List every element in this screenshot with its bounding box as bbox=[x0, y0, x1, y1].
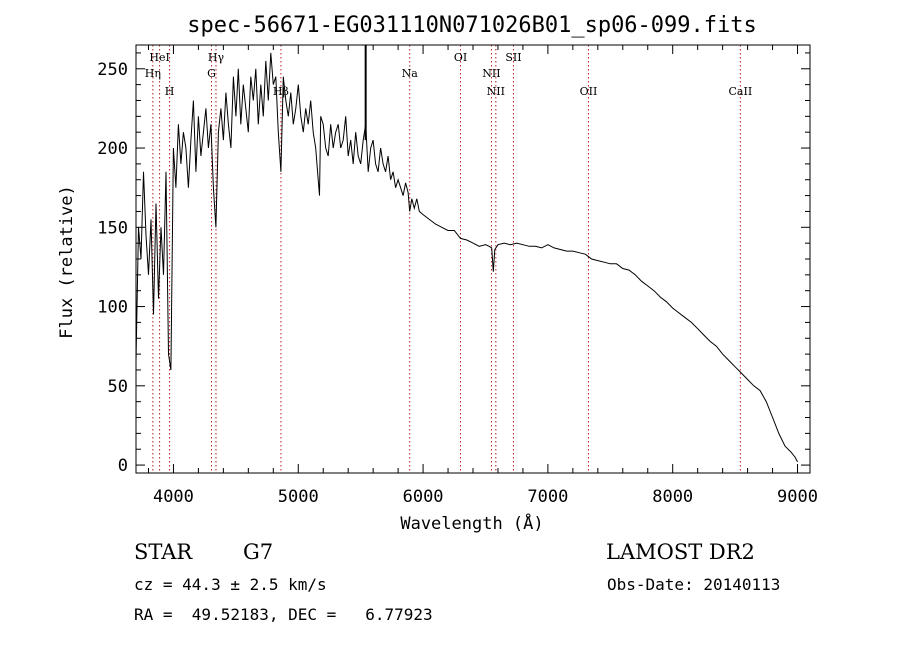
spectral-line-label: Hβ bbox=[273, 85, 289, 98]
spectral-line-label: Na bbox=[402, 67, 419, 80]
spectral-line-label: SII bbox=[505, 51, 521, 64]
coordinates-label: RA = 49.52183, DEC = 6.77923 bbox=[134, 605, 433, 624]
spectral-line-label: CaII bbox=[729, 85, 753, 98]
x-tick-label: 6000 bbox=[403, 487, 444, 507]
subclass-label: G7 bbox=[243, 540, 274, 564]
chart-title: spec-56671-EG031110N071026B01_sp06-099.f… bbox=[187, 13, 757, 38]
x-tick-label: 7000 bbox=[527, 487, 568, 507]
obs-date-label: Obs-Date: 20140113 bbox=[607, 575, 781, 594]
x-axis-ticks: 4000 5000 6000 7000 8000 9000 bbox=[147, 45, 818, 507]
spectral-line-label: NII bbox=[482, 67, 500, 80]
object-type-label: STAR bbox=[134, 540, 193, 564]
spectrum-series bbox=[135, 52, 798, 463]
spectral-line-label: OII bbox=[580, 85, 598, 98]
spectral-line-label: HeI bbox=[149, 51, 169, 64]
spectral-line-label: H bbox=[165, 85, 175, 98]
spectral-line-label: Hγ bbox=[208, 51, 225, 64]
survey-label: LAMOST DR2 bbox=[606, 540, 755, 564]
y-tick-label: 100 bbox=[97, 298, 128, 318]
spectral-line-label: G bbox=[207, 67, 216, 80]
spectral-line-markers: HeI Hη H Hγ G Hβ Na OI NII NII OII SII CaII bbox=[145, 45, 752, 473]
x-tick-label: 8000 bbox=[652, 487, 693, 507]
y-axis-ticks: 0 50 100 150 200 250 bbox=[97, 52, 810, 476]
x-tick-label: 4000 bbox=[153, 487, 194, 507]
y-tick-label: 50 bbox=[108, 377, 128, 397]
plot-frame bbox=[135, 44, 811, 474]
x-axis-label: Wavelength (Å) bbox=[400, 512, 543, 534]
spectral-line-label: NII bbox=[487, 85, 505, 98]
x-tick-label: 5000 bbox=[278, 487, 319, 507]
y-tick-label: 200 bbox=[97, 139, 128, 159]
spectral-line-label: OI bbox=[454, 51, 467, 64]
spectral-line-label: Hη bbox=[145, 67, 161, 80]
x-tick-label: 9000 bbox=[777, 487, 818, 507]
y-tick-label: 0 bbox=[118, 456, 128, 476]
redshift-label: cz = 44.3 ± 2.5 km/s bbox=[134, 575, 327, 594]
y-tick-label: 150 bbox=[97, 218, 128, 238]
y-axis-label: Flux (relative) bbox=[57, 185, 77, 339]
y-tick-label: 250 bbox=[97, 60, 128, 80]
